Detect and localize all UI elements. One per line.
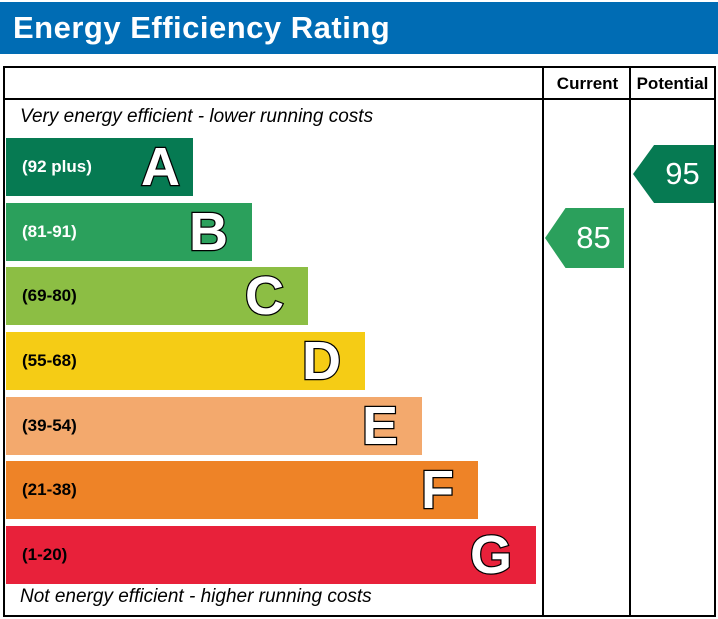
band-f: (21-38) F — [6, 461, 478, 519]
band-a-letter: A — [140, 137, 182, 197]
caption-very-efficient: Very energy efficient - lower running co… — [20, 106, 374, 127]
current-rating-value: 85 — [576, 220, 611, 255]
band-c-letter: C — [244, 266, 286, 326]
band-f-letter: F — [420, 460, 456, 520]
chart-frame: Current Potential Very energy efficient … — [3, 66, 716, 617]
column-header-potential: Potential — [636, 74, 709, 93]
band-b: (81-91) B — [6, 203, 252, 261]
potential-rating-value: 95 — [665, 156, 700, 191]
potential-rating-arrow: 95 — [633, 145, 714, 203]
band-g-letter: G — [469, 525, 514, 585]
column-divider-current — [542, 68, 544, 615]
band-a-range: (92 plus) — [22, 157, 92, 176]
chart-title-bar: Energy Efficiency Rating — [0, 2, 718, 54]
band-e-range: (39-54) — [22, 416, 77, 435]
band-e: (39-54) E — [6, 397, 422, 455]
band-a: (92 plus) A — [6, 138, 193, 196]
band-g: (1-20) G — [6, 526, 536, 584]
band-d: (55-68) D — [6, 332, 365, 390]
band-b-letter: B — [188, 202, 230, 262]
column-header-current: Current — [556, 74, 619, 93]
band-e-letter: E — [361, 396, 400, 456]
band-d-letter: D — [301, 331, 343, 391]
band-c-range: (69-80) — [22, 286, 77, 305]
current-rating-arrow: 85 — [545, 208, 624, 268]
band-d-range: (55-68) — [22, 351, 77, 370]
caption-not-efficient: Not energy efficient - higher running co… — [20, 586, 372, 607]
band-c: (69-80) C — [6, 267, 308, 325]
column-divider-potential — [629, 68, 631, 615]
header-row-divider — [5, 98, 714, 100]
band-g-range: (1-20) — [22, 545, 68, 564]
band-b-range: (81-91) — [22, 222, 77, 241]
band-f-range: (21-38) — [22, 480, 77, 499]
chart-title: Energy Efficiency Rating — [13, 10, 391, 45]
